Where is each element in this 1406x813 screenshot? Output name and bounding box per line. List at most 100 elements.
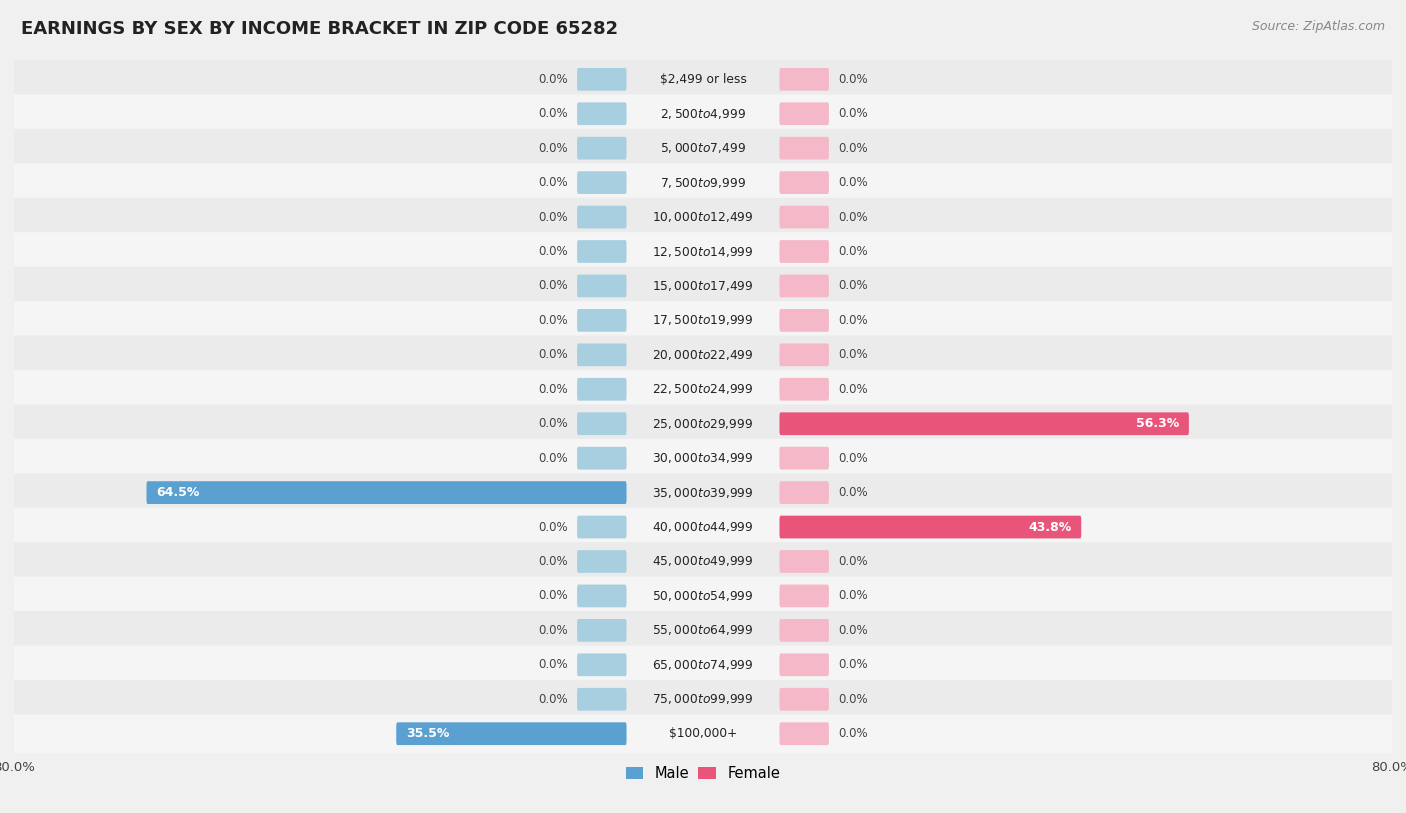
Text: 0.0%: 0.0% xyxy=(538,314,568,327)
FancyBboxPatch shape xyxy=(146,481,627,504)
FancyBboxPatch shape xyxy=(779,137,830,159)
FancyBboxPatch shape xyxy=(576,68,627,91)
Text: 0.0%: 0.0% xyxy=(538,348,568,361)
Text: 0.0%: 0.0% xyxy=(538,141,568,154)
FancyBboxPatch shape xyxy=(779,275,830,298)
Text: 0.0%: 0.0% xyxy=(838,727,868,740)
Text: $55,000 to $64,999: $55,000 to $64,999 xyxy=(652,624,754,637)
FancyBboxPatch shape xyxy=(779,619,830,641)
FancyBboxPatch shape xyxy=(13,404,1393,443)
Text: $10,000 to $12,499: $10,000 to $12,499 xyxy=(652,210,754,224)
FancyBboxPatch shape xyxy=(13,163,1393,202)
Text: 0.0%: 0.0% xyxy=(538,107,568,120)
Text: 56.3%: 56.3% xyxy=(1136,417,1180,430)
FancyBboxPatch shape xyxy=(576,585,627,607)
Text: 0.0%: 0.0% xyxy=(838,176,868,189)
FancyBboxPatch shape xyxy=(13,715,1393,753)
Legend: Male, Female: Male, Female xyxy=(620,761,786,787)
Text: 0.0%: 0.0% xyxy=(538,211,568,224)
Text: 43.8%: 43.8% xyxy=(1028,520,1071,533)
FancyBboxPatch shape xyxy=(779,309,830,332)
FancyBboxPatch shape xyxy=(779,343,830,366)
Text: 0.0%: 0.0% xyxy=(538,452,568,465)
FancyBboxPatch shape xyxy=(13,301,1393,340)
FancyBboxPatch shape xyxy=(779,585,830,607)
Text: 0.0%: 0.0% xyxy=(538,176,568,189)
FancyBboxPatch shape xyxy=(13,508,1393,546)
FancyBboxPatch shape xyxy=(13,646,1393,684)
FancyBboxPatch shape xyxy=(13,473,1393,512)
Text: $45,000 to $49,999: $45,000 to $49,999 xyxy=(652,554,754,568)
FancyBboxPatch shape xyxy=(576,688,627,711)
FancyBboxPatch shape xyxy=(13,336,1393,374)
Text: 0.0%: 0.0% xyxy=(538,383,568,396)
Text: $40,000 to $44,999: $40,000 to $44,999 xyxy=(652,520,754,534)
Text: $2,499 or less: $2,499 or less xyxy=(659,73,747,86)
FancyBboxPatch shape xyxy=(779,68,830,91)
Text: $100,000+: $100,000+ xyxy=(669,727,737,740)
FancyBboxPatch shape xyxy=(779,447,830,470)
Text: Source: ZipAtlas.com: Source: ZipAtlas.com xyxy=(1251,20,1385,33)
Text: 0.0%: 0.0% xyxy=(838,624,868,637)
FancyBboxPatch shape xyxy=(396,722,627,745)
Text: 0.0%: 0.0% xyxy=(538,417,568,430)
FancyBboxPatch shape xyxy=(13,129,1393,167)
FancyBboxPatch shape xyxy=(13,267,1393,305)
Text: 0.0%: 0.0% xyxy=(538,280,568,293)
FancyBboxPatch shape xyxy=(779,688,830,711)
FancyBboxPatch shape xyxy=(576,343,627,366)
FancyBboxPatch shape xyxy=(779,206,830,228)
FancyBboxPatch shape xyxy=(779,550,830,573)
FancyBboxPatch shape xyxy=(779,102,830,125)
FancyBboxPatch shape xyxy=(576,619,627,641)
FancyBboxPatch shape xyxy=(13,576,1393,615)
FancyBboxPatch shape xyxy=(576,378,627,401)
FancyBboxPatch shape xyxy=(779,515,1081,538)
Text: 0.0%: 0.0% xyxy=(838,486,868,499)
FancyBboxPatch shape xyxy=(13,233,1393,271)
Text: 0.0%: 0.0% xyxy=(538,73,568,86)
FancyBboxPatch shape xyxy=(779,722,830,745)
Text: 0.0%: 0.0% xyxy=(538,520,568,533)
Text: 0.0%: 0.0% xyxy=(838,280,868,293)
FancyBboxPatch shape xyxy=(13,542,1393,580)
FancyBboxPatch shape xyxy=(576,550,627,573)
Text: 0.0%: 0.0% xyxy=(538,589,568,602)
Text: $12,500 to $14,999: $12,500 to $14,999 xyxy=(652,245,754,259)
Text: 0.0%: 0.0% xyxy=(538,245,568,258)
Text: $22,500 to $24,999: $22,500 to $24,999 xyxy=(652,382,754,396)
FancyBboxPatch shape xyxy=(576,102,627,125)
Text: 0.0%: 0.0% xyxy=(838,555,868,568)
Text: 0.0%: 0.0% xyxy=(838,107,868,120)
FancyBboxPatch shape xyxy=(13,198,1393,237)
Text: 0.0%: 0.0% xyxy=(838,348,868,361)
Text: 0.0%: 0.0% xyxy=(838,211,868,224)
FancyBboxPatch shape xyxy=(576,275,627,298)
Text: 0.0%: 0.0% xyxy=(838,245,868,258)
FancyBboxPatch shape xyxy=(576,309,627,332)
FancyBboxPatch shape xyxy=(13,60,1393,98)
Text: 0.0%: 0.0% xyxy=(838,589,868,602)
Text: $7,500 to $9,999: $7,500 to $9,999 xyxy=(659,176,747,189)
FancyBboxPatch shape xyxy=(779,172,830,194)
FancyBboxPatch shape xyxy=(779,412,1189,435)
Text: EARNINGS BY SEX BY INCOME BRACKET IN ZIP CODE 65282: EARNINGS BY SEX BY INCOME BRACKET IN ZIP… xyxy=(21,20,619,38)
Text: $15,000 to $17,499: $15,000 to $17,499 xyxy=(652,279,754,293)
Text: $35,000 to $39,999: $35,000 to $39,999 xyxy=(652,485,754,500)
FancyBboxPatch shape xyxy=(779,378,830,401)
Text: $17,500 to $19,999: $17,500 to $19,999 xyxy=(652,313,754,328)
FancyBboxPatch shape xyxy=(13,611,1393,650)
FancyBboxPatch shape xyxy=(13,370,1393,409)
Text: $50,000 to $54,999: $50,000 to $54,999 xyxy=(652,589,754,603)
Text: 0.0%: 0.0% xyxy=(838,659,868,672)
Text: 0.0%: 0.0% xyxy=(838,141,868,154)
Text: 0.0%: 0.0% xyxy=(838,314,868,327)
FancyBboxPatch shape xyxy=(576,412,627,435)
FancyBboxPatch shape xyxy=(576,447,627,470)
FancyBboxPatch shape xyxy=(13,439,1393,477)
FancyBboxPatch shape xyxy=(779,240,830,263)
Text: 0.0%: 0.0% xyxy=(538,659,568,672)
Text: 35.5%: 35.5% xyxy=(406,727,450,740)
Text: $20,000 to $22,499: $20,000 to $22,499 xyxy=(652,348,754,362)
Text: $25,000 to $29,999: $25,000 to $29,999 xyxy=(652,417,754,431)
